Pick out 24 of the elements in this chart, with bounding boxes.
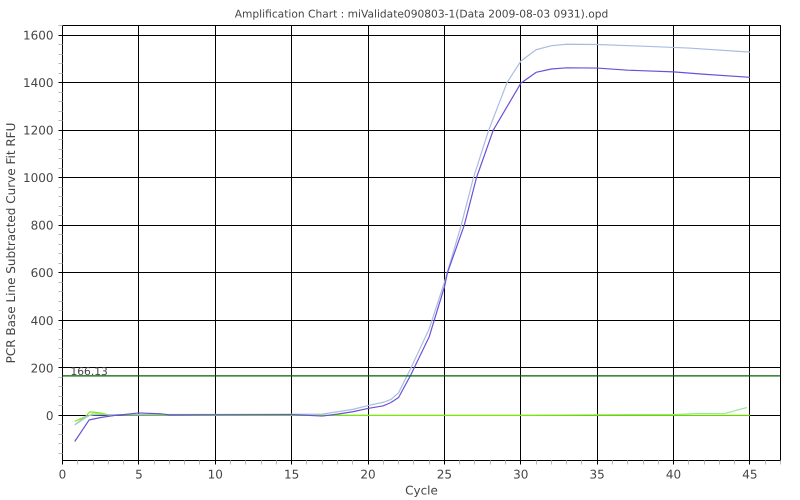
y-tick-label: 1000 <box>22 171 54 186</box>
y-tick-label: 600 <box>30 266 54 280</box>
x-tick-label: 5 <box>135 468 143 482</box>
x-tick-label: 35 <box>590 468 605 482</box>
y-axis-title: PCR Base Line Subtracted Curve Fit RFU <box>4 122 18 364</box>
x-tick-label: 30 <box>513 468 528 482</box>
y-tick-label: 400 <box>30 314 54 328</box>
x-tick-label: 40 <box>666 468 682 482</box>
x-tick-label: 20 <box>360 468 376 482</box>
x-tick-label: 0 <box>58 468 66 482</box>
y-tick-label: 1600 <box>22 28 54 43</box>
ref-line-label: 166.13 <box>70 364 108 378</box>
line-series <box>74 411 751 422</box>
x-tick-label: 25 <box>436 468 452 482</box>
y-tick-label: 200 <box>30 361 54 376</box>
x-axis-title: Cycle <box>405 484 438 498</box>
y-tick-label: 1400 <box>22 76 54 90</box>
y-tick-label: 0 <box>46 408 54 423</box>
y-tick-label: 1200 <box>22 124 54 138</box>
x-tick-label: 10 <box>208 468 223 482</box>
y-tick-label: 800 <box>30 218 54 233</box>
x-tick-label: 15 <box>284 468 300 482</box>
chart-title: Amplification Chart : miValidate090803-1(Data 2009-08-03 0931).opd <box>234 8 608 20</box>
x-tick-label: 45 <box>742 468 758 482</box>
